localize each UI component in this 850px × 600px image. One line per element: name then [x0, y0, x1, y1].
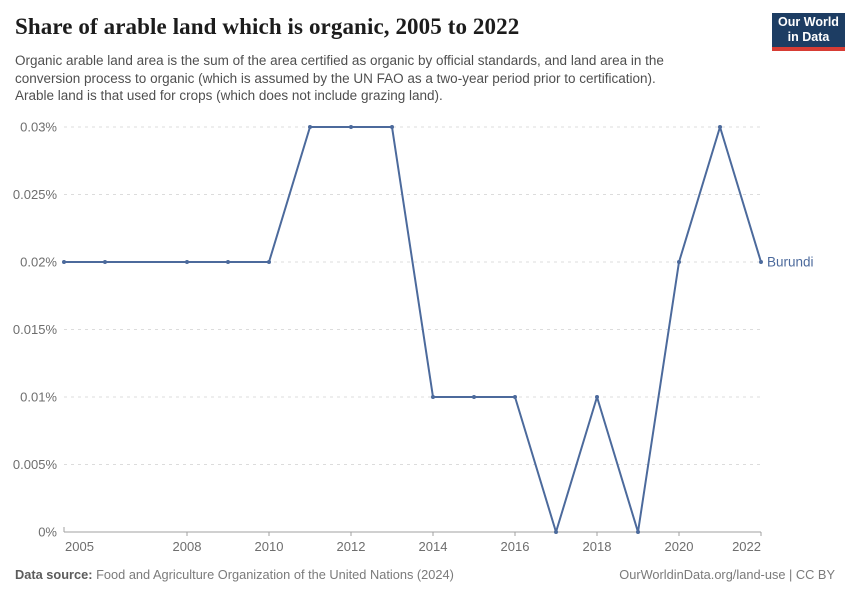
data-point [677, 260, 681, 264]
data-point [595, 395, 599, 399]
data-point [472, 395, 476, 399]
data-source-label: Data source: [15, 567, 93, 582]
x-axis-label: 2014 [419, 539, 448, 554]
chart-footer: Data source: Food and Agriculture Organi… [15, 567, 835, 582]
y-axis-label: 0.01% [20, 390, 57, 405]
subtitle-line-1: Organic arable land area is the sum of t… [15, 53, 664, 68]
chart-title: Share of arable land which is organic, 2… [15, 14, 520, 39]
data-point [759, 260, 763, 264]
data-point [390, 125, 394, 129]
footer-link[interactable]: OurWorldinData.org/land-use | CC BY [619, 567, 835, 582]
chart-subtitle: Organic arable land area is the sum of t… [15, 52, 760, 105]
x-axis-label: 2008 [173, 539, 202, 554]
y-axis-label: 0.02% [20, 255, 57, 270]
x-axis-label: 2022 [732, 539, 761, 554]
series-end-label: Burundi [767, 255, 814, 270]
data-source: Data source: Food and Agriculture Organi… [15, 567, 454, 582]
x-axis-label: 2018 [583, 539, 612, 554]
data-point [308, 125, 312, 129]
data-source-value: Food and Agriculture Organization of the… [96, 567, 454, 582]
data-point [431, 395, 435, 399]
owid-logo-line1: Our World [778, 15, 839, 29]
data-point [226, 260, 230, 264]
y-axis-label: 0.005% [13, 457, 58, 472]
owid-logo[interactable]: Our World in Data [772, 13, 845, 51]
data-point [267, 260, 271, 264]
y-axis-label: 0.025% [13, 187, 58, 202]
x-axis-label: 2010 [255, 539, 284, 554]
data-point [185, 260, 189, 264]
y-axis-label: 0.015% [13, 322, 58, 337]
subtitle-line-3: Arable land is that used for crops (whic… [15, 88, 443, 103]
y-axis-label: 0% [38, 525, 57, 540]
y-axis-label: 0.03% [20, 120, 57, 135]
data-point [513, 395, 517, 399]
x-axis-label: 2020 [665, 539, 694, 554]
owid-logo-line2: in Data [787, 30, 830, 44]
data-point [103, 260, 107, 264]
x-axis-label: 2016 [501, 539, 530, 554]
data-point [349, 125, 353, 129]
series-line [63, 126, 762, 533]
data-point [718, 125, 722, 129]
data-point [554, 530, 558, 534]
data-point [62, 260, 66, 264]
x-axis-label: 2005 [65, 539, 94, 554]
data-point [636, 530, 640, 534]
x-axis-label: 2012 [337, 539, 366, 554]
subtitle-line-2: conversion process to organic (which is … [15, 70, 656, 86]
